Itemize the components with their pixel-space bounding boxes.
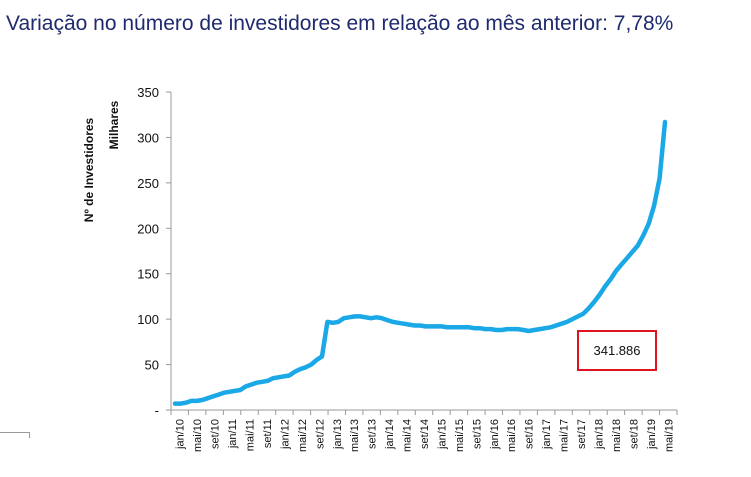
y-tick-label: 50 — [145, 358, 159, 373]
x-tick-label: mai/17 — [559, 419, 571, 452]
x-tick-label: jan/19 — [646, 419, 658, 450]
x-tick-label: mai/15 — [454, 419, 466, 452]
y-tick-label: - — [155, 403, 159, 418]
x-tick-label: mai/14 — [402, 419, 414, 452]
x-ticks: jan/10 mai/10 set/10 jan/11 mai/11 set/11 jan/… — [170, 410, 678, 452]
x-tick-label: mai/19 — [663, 419, 675, 452]
x-tick-label: jan/11 — [227, 419, 239, 449]
chart-headline: Variação no número de investidores em re… — [6, 12, 673, 36]
x-tick-label: set/18 — [628, 419, 640, 449]
x-tick-label: set/12 — [314, 419, 326, 449]
callout-value: 341.886 — [593, 343, 641, 358]
y-axis-title: Nº de Investidores — [82, 117, 96, 222]
chart-axes — [170, 92, 677, 411]
y-tick-label: 350 — [137, 85, 159, 100]
x-tick-label: jan/14 — [384, 419, 396, 450]
x-tick-label: mai/16 — [506, 419, 518, 452]
x-tick-label: jan/18 — [594, 419, 606, 450]
x-tick-label: set/10 — [210, 419, 222, 449]
headline-value: 7,78% — [613, 12, 674, 35]
x-tick-label: mai/18 — [611, 419, 623, 452]
x-tick-label: jan/16 — [489, 419, 501, 450]
x-tick-label: set/17 — [576, 419, 588, 449]
series-group — [172, 119, 668, 406]
y-axis-subtitle: Milhares — [107, 100, 121, 149]
y-tick-label: 150 — [137, 267, 159, 282]
x-tick-label: mai/11 — [245, 419, 257, 451]
x-tick-label: mai/12 — [297, 419, 309, 452]
y-tick-label: 200 — [137, 221, 159, 236]
divider-line — [0, 432, 30, 433]
x-tick-label: set/14 — [419, 419, 431, 449]
x-tick-label: mai/13 — [349, 419, 361, 452]
x-tick-label: jan/17 — [541, 419, 553, 450]
x-tick-label: mai/10 — [192, 419, 204, 452]
headline-label: Variação no número de investidores em re… — [6, 12, 614, 35]
y-tick-label: 300 — [137, 130, 159, 145]
latest-value-callout: 341.886 — [577, 330, 657, 371]
x-tick-label: set/15 — [471, 419, 483, 449]
x-tick-label: jan/10 — [175, 419, 187, 450]
series-line-1 — [172, 119, 668, 406]
x-tick-label: set/11 — [262, 419, 274, 448]
y-tick-label: 250 — [137, 176, 159, 191]
x-tick-label: jan/13 — [332, 419, 344, 450]
x-tick-label: set/13 — [367, 419, 379, 449]
y-axis-labels: Nº de Investidores Milhares — [82, 100, 121, 222]
divider-tick — [29, 432, 30, 438]
x-tick-label: jan/15 — [436, 419, 448, 450]
x-tick-label: jan/12 — [279, 419, 291, 450]
x-tick-label: set/16 — [524, 419, 536, 449]
y-ticks: - 50 100 150 200 250 300 350 — [137, 85, 171, 418]
y-tick-label: 100 — [137, 312, 159, 327]
